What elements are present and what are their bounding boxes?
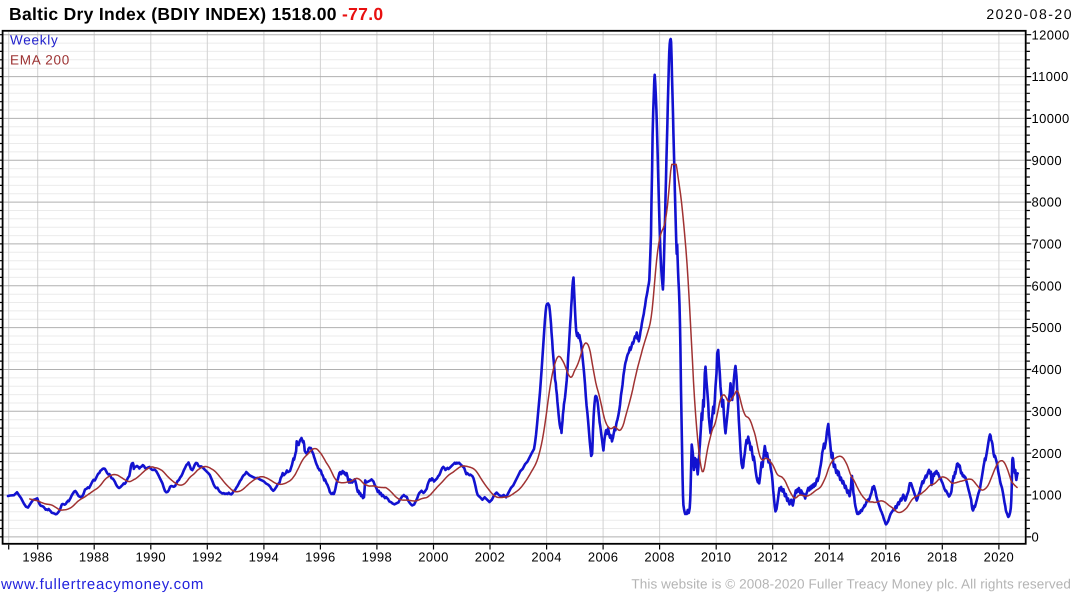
svg-text:2014: 2014 <box>814 550 845 565</box>
svg-text:6000: 6000 <box>1032 278 1063 293</box>
svg-text:2018: 2018 <box>927 550 958 565</box>
svg-text:12000: 12000 <box>1032 27 1070 42</box>
svg-text:1000: 1000 <box>1032 488 1063 503</box>
svg-text:2006: 2006 <box>588 550 619 565</box>
svg-text:2016: 2016 <box>871 550 902 565</box>
svg-text:3000: 3000 <box>1032 404 1063 419</box>
svg-text:10000: 10000 <box>1032 111 1070 126</box>
svg-text:2020: 2020 <box>984 550 1015 565</box>
svg-text:www.fullertreacymoney.com: www.fullertreacymoney.com <box>0 576 204 593</box>
svg-text:11000: 11000 <box>1032 69 1069 84</box>
svg-text:5000: 5000 <box>1032 320 1063 335</box>
svg-text:EMA 200: EMA 200 <box>10 53 70 68</box>
svg-text:4000: 4000 <box>1032 362 1063 377</box>
svg-text:8000: 8000 <box>1032 195 1063 210</box>
svg-text:9000: 9000 <box>1032 153 1063 168</box>
svg-text:1994: 1994 <box>249 550 280 565</box>
svg-text:2000: 2000 <box>1032 446 1063 461</box>
svg-text:2004: 2004 <box>531 550 562 565</box>
svg-text:1998: 1998 <box>362 550 393 565</box>
svg-text:1986: 1986 <box>22 550 53 565</box>
svg-text:2002: 2002 <box>475 550 506 565</box>
svg-text:Weekly: Weekly <box>10 33 59 48</box>
svg-text:2000: 2000 <box>418 550 449 565</box>
svg-text:2012: 2012 <box>757 550 788 565</box>
svg-text:2010: 2010 <box>701 550 732 565</box>
svg-text:2020-08-20: 2020-08-20 <box>986 6 1073 22</box>
svg-text:1988: 1988 <box>79 550 110 565</box>
svg-text:2008: 2008 <box>644 550 675 565</box>
svg-text:0: 0 <box>1032 530 1040 545</box>
svg-text:7000: 7000 <box>1032 237 1063 252</box>
svg-text:1990: 1990 <box>136 550 167 565</box>
svg-text:1996: 1996 <box>305 550 336 565</box>
svg-text:1992: 1992 <box>192 550 223 565</box>
svg-text:Baltic Dry Index (BDIY INDEX): Baltic Dry Index (BDIY INDEX) 1518.00 -7… <box>9 4 383 24</box>
svg-text:This website is © 2008-2020 Fu: This website is © 2008-2020 Fuller Treac… <box>631 577 1071 592</box>
